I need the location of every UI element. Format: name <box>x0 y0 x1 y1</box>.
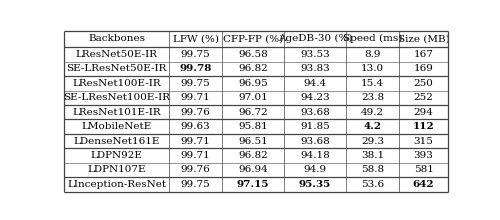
Text: 99.76: 99.76 <box>180 108 210 117</box>
Text: LDPN107E: LDPN107E <box>88 165 146 174</box>
Text: SE-LResNet50E-IR: SE-LResNet50E-IR <box>66 64 167 73</box>
Text: 29.3: 29.3 <box>361 137 384 146</box>
Text: 99.71: 99.71 <box>180 151 210 160</box>
Text: 167: 167 <box>414 50 434 59</box>
Text: LInception-ResNet: LInception-ResNet <box>67 180 166 189</box>
Text: 38.1: 38.1 <box>361 151 384 160</box>
Text: 96.95: 96.95 <box>238 79 268 88</box>
Text: 96.72: 96.72 <box>238 108 268 117</box>
Text: 250: 250 <box>414 79 434 88</box>
Text: 169: 169 <box>414 64 434 73</box>
Text: LMobileNetE: LMobileNetE <box>82 122 152 131</box>
Text: LDPN92E: LDPN92E <box>90 151 142 160</box>
Text: 642: 642 <box>412 180 434 189</box>
Text: 96.82: 96.82 <box>238 64 268 73</box>
Text: 294: 294 <box>414 108 434 117</box>
Text: 99.75: 99.75 <box>180 180 210 189</box>
Text: 97.01: 97.01 <box>238 93 268 102</box>
Text: 93.83: 93.83 <box>300 64 330 73</box>
Text: LResNet101E-IR: LResNet101E-IR <box>72 108 161 117</box>
Text: 99.75: 99.75 <box>180 50 210 59</box>
Text: 95.35: 95.35 <box>298 180 331 189</box>
Text: AgeDB-30 (%): AgeDB-30 (%) <box>278 34 352 44</box>
Text: 94.18: 94.18 <box>300 151 330 160</box>
Text: 96.94: 96.94 <box>238 165 268 174</box>
Text: 96.82: 96.82 <box>238 151 268 160</box>
Text: 99.71: 99.71 <box>180 93 210 102</box>
Text: 94.23: 94.23 <box>300 93 330 102</box>
Text: 95.81: 95.81 <box>238 122 268 131</box>
Text: 15.4: 15.4 <box>361 79 384 88</box>
Text: 96.51: 96.51 <box>238 137 268 146</box>
Text: 53.6: 53.6 <box>361 180 384 189</box>
Text: LDenseNet161E: LDenseNet161E <box>74 137 160 146</box>
Text: CFP-FP (%): CFP-FP (%) <box>223 35 283 43</box>
Text: 94.4: 94.4 <box>304 79 326 88</box>
Text: LResNet50E-IR: LResNet50E-IR <box>76 50 158 59</box>
Text: SE-LResNet100E-IR: SE-LResNet100E-IR <box>63 93 170 102</box>
Text: 93.53: 93.53 <box>300 50 330 59</box>
Text: 23.8: 23.8 <box>361 93 384 102</box>
Text: Backbones: Backbones <box>88 35 145 43</box>
Text: 93.68: 93.68 <box>300 108 330 117</box>
Text: 99.76: 99.76 <box>180 165 210 174</box>
Text: 99.63: 99.63 <box>180 122 210 131</box>
Text: LFW (%): LFW (%) <box>172 35 218 43</box>
Text: Speed (ms): Speed (ms) <box>342 34 402 44</box>
Text: 581: 581 <box>414 165 434 174</box>
Text: 8.9: 8.9 <box>364 50 380 59</box>
Text: 96.58: 96.58 <box>238 50 268 59</box>
Text: 112: 112 <box>412 122 434 131</box>
Text: 93.68: 93.68 <box>300 137 330 146</box>
Text: LResNet100E-IR: LResNet100E-IR <box>72 79 161 88</box>
Text: 91.85: 91.85 <box>300 122 330 131</box>
Text: 315: 315 <box>414 137 434 146</box>
Text: 99.78: 99.78 <box>180 64 212 73</box>
Text: 99.71: 99.71 <box>180 137 210 146</box>
Text: 94.9: 94.9 <box>304 165 326 174</box>
Text: 58.8: 58.8 <box>361 165 384 174</box>
Text: Size (MB): Size (MB) <box>398 35 450 43</box>
Text: 4.2: 4.2 <box>364 122 382 131</box>
Text: 97.15: 97.15 <box>237 180 270 189</box>
Text: 252: 252 <box>414 93 434 102</box>
Text: 13.0: 13.0 <box>361 64 384 73</box>
Text: 393: 393 <box>414 151 434 160</box>
Text: 99.75: 99.75 <box>180 79 210 88</box>
Text: 49.2: 49.2 <box>361 108 384 117</box>
